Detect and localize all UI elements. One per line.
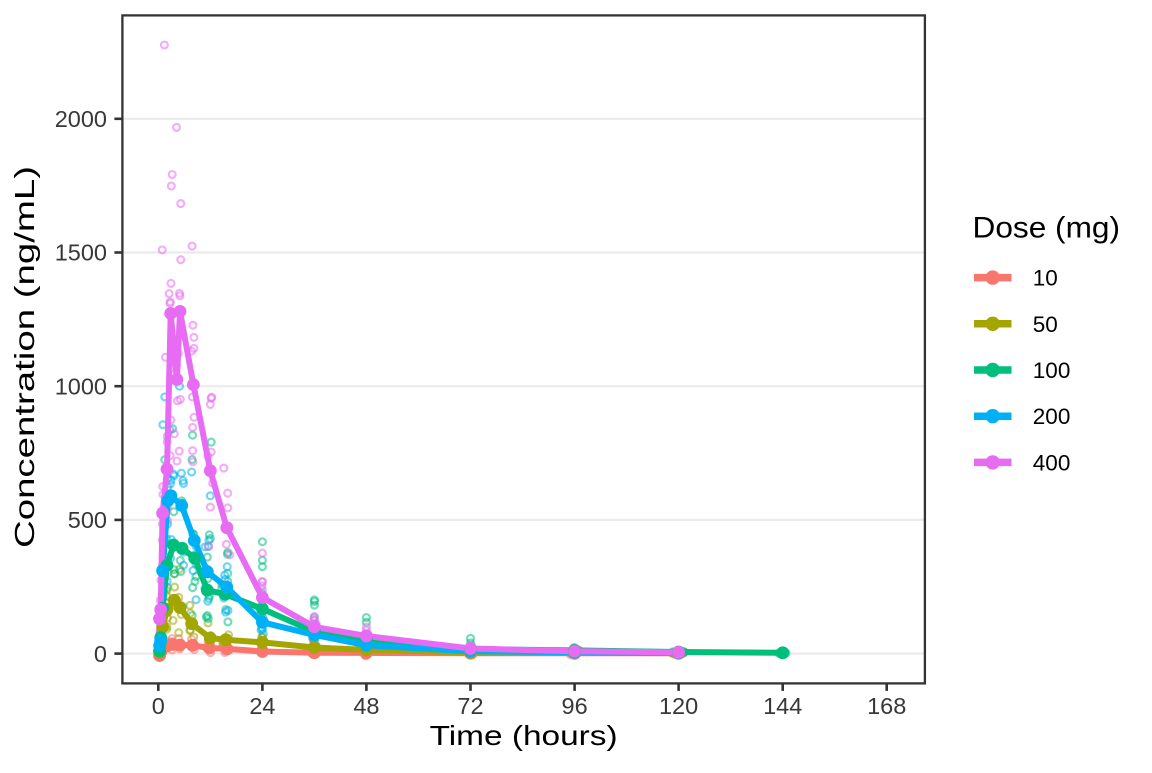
svg-text:400: 400 bbox=[1033, 450, 1071, 475]
svg-text:0: 0 bbox=[94, 641, 107, 667]
svg-text:100: 100 bbox=[1033, 358, 1071, 383]
svg-text:168: 168 bbox=[867, 693, 906, 719]
svg-text:Dose (mg): Dose (mg) bbox=[973, 212, 1121, 245]
svg-text:200: 200 bbox=[1033, 404, 1071, 429]
svg-text:72: 72 bbox=[457, 693, 483, 719]
svg-text:2000: 2000 bbox=[55, 106, 107, 132]
svg-text:Time (hours): Time (hours) bbox=[430, 720, 618, 751]
svg-text:48: 48 bbox=[353, 693, 379, 719]
svg-text:0: 0 bbox=[152, 693, 165, 719]
svg-text:1500: 1500 bbox=[55, 240, 107, 266]
svg-text:24: 24 bbox=[249, 693, 275, 719]
svg-text:120: 120 bbox=[659, 693, 698, 719]
svg-text:500: 500 bbox=[68, 507, 107, 533]
svg-text:144: 144 bbox=[763, 693, 802, 719]
svg-text:10: 10 bbox=[1033, 266, 1058, 291]
svg-text:96: 96 bbox=[562, 693, 588, 719]
svg-text:Concentration (ng/mL): Concentration (ng/mL) bbox=[9, 166, 40, 548]
svg-text:1000: 1000 bbox=[55, 373, 107, 399]
svg-text:50: 50 bbox=[1033, 312, 1058, 337]
